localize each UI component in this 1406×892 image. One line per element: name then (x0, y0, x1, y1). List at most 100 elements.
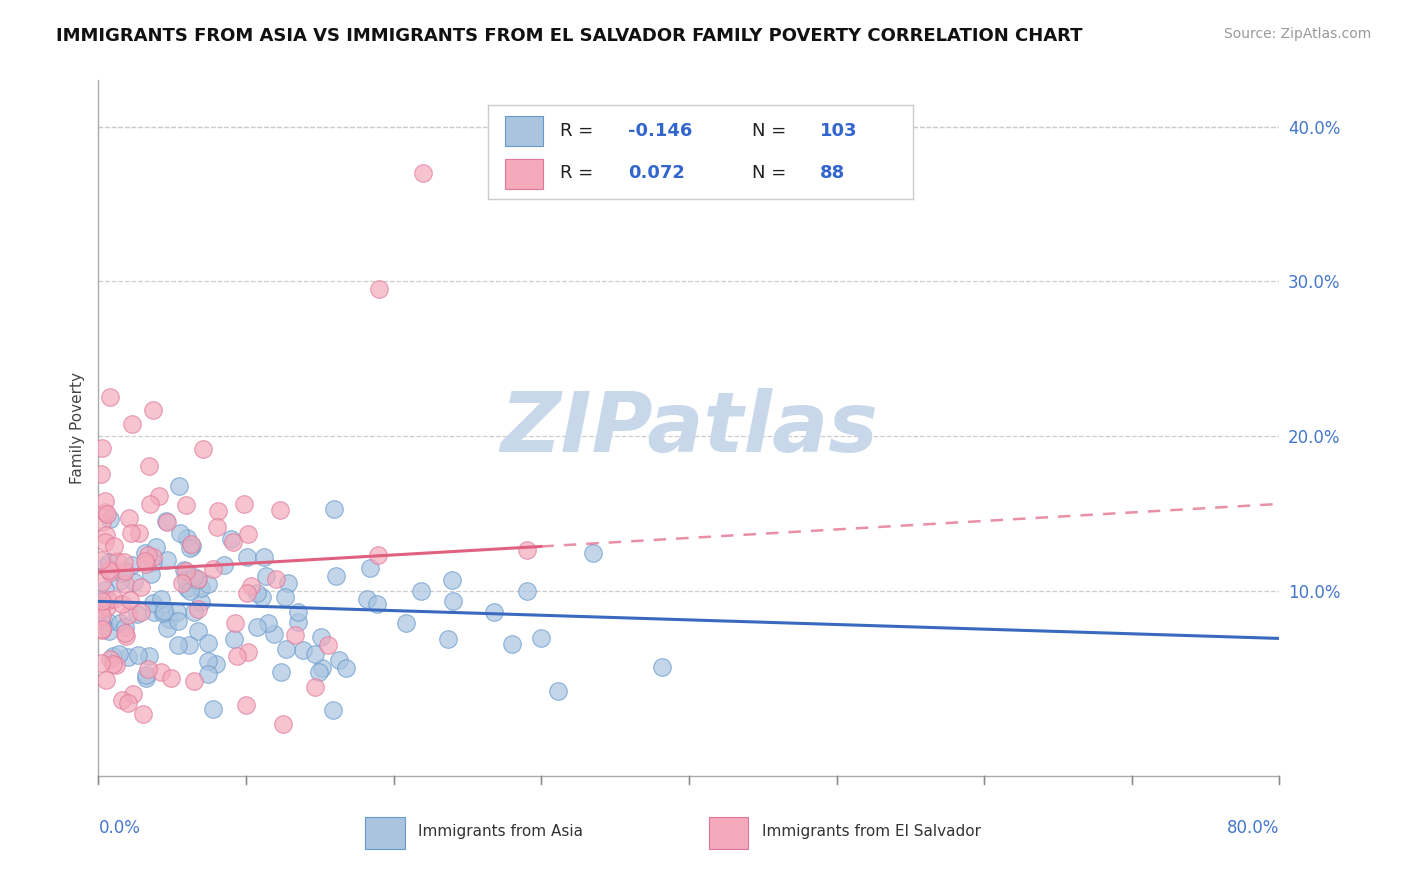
Point (516, 583, 538, 598)
Point (134, 553, 156, 567)
Point (91, 608, 114, 623)
Point (108, 647, 131, 661)
Point (114, 629, 136, 643)
Point (180, 539, 202, 553)
Point (129, 580, 152, 594)
Point (136, 662, 159, 676)
Point (204, 657, 226, 672)
Point (166, 638, 188, 652)
Point (135, 557, 157, 571)
Point (156, 553, 179, 567)
Text: IMMIGRANTS FROM ASIA VS IMMIGRANTS FROM EL SALVADOR FAMILY POVERTY CORRELATION C: IMMIGRANTS FROM ASIA VS IMMIGRANTS FROM … (56, 27, 1083, 45)
Point (157, 612, 180, 626)
Point (90, 553, 112, 567)
Point (142, 403, 165, 417)
Point (201, 701, 224, 715)
Point (222, 535, 245, 549)
Point (97, 593, 120, 607)
Point (169, 479, 191, 493)
Point (409, 584, 432, 599)
Point (114, 577, 136, 591)
Point (172, 576, 194, 591)
Point (181, 572, 204, 586)
Point (224, 615, 246, 630)
Point (100, 565, 122, 579)
Point (160, 671, 183, 685)
Point (94, 527, 117, 541)
Point (263, 627, 285, 641)
Point (98, 651, 121, 665)
Text: Source: ZipAtlas.com: Source: ZipAtlas.com (1223, 27, 1371, 41)
Point (174, 498, 197, 512)
Text: ZIPatlas: ZIPatlas (501, 388, 877, 468)
Point (142, 596, 165, 610)
Point (114, 564, 136, 578)
Point (98, 512, 121, 526)
Point (118, 593, 141, 607)
Point (269, 503, 291, 517)
Point (236, 549, 259, 564)
Point (128, 526, 150, 541)
Point (134, 546, 156, 560)
Point (90, 602, 112, 616)
Point (105, 554, 128, 568)
Point (121, 417, 143, 431)
Point (501, 637, 523, 651)
Point (96, 559, 118, 574)
Point (271, 716, 294, 731)
Point (441, 593, 464, 607)
Point (138, 458, 160, 473)
Point (122, 688, 145, 702)
Point (277, 575, 299, 590)
Point (139, 497, 162, 511)
Point (117, 696, 139, 710)
Point (270, 665, 292, 680)
Point (367, 548, 389, 562)
Point (547, 683, 569, 698)
Point (173, 563, 195, 577)
Point (356, 592, 378, 607)
Point (197, 667, 219, 681)
Point (143, 605, 166, 619)
Point (202, 562, 225, 576)
Point (155, 514, 177, 528)
Point (233, 497, 256, 511)
Point (127, 648, 149, 662)
Point (235, 698, 257, 712)
Point (437, 632, 460, 646)
Point (176, 531, 198, 545)
Point (274, 590, 297, 604)
Point (94, 673, 117, 688)
Point (114, 620, 136, 634)
Point (135, 668, 157, 682)
Point (166, 606, 188, 620)
Point (257, 615, 280, 630)
Point (219, 532, 242, 546)
Point (254, 569, 277, 583)
Point (651, 660, 673, 674)
Point (325, 569, 347, 583)
Point (118, 511, 141, 525)
Point (250, 590, 273, 604)
Point (236, 586, 259, 600)
Point (111, 566, 134, 580)
Point (441, 573, 464, 587)
Point (311, 661, 333, 675)
Point (96, 600, 118, 615)
Point (287, 615, 309, 629)
Point (174, 573, 197, 587)
Point (187, 624, 209, 638)
Point (359, 560, 381, 574)
Point (149, 591, 172, 606)
Point (103, 539, 125, 553)
Point (117, 607, 139, 622)
Point (197, 654, 219, 668)
Point (179, 541, 201, 556)
Point (482, 605, 505, 619)
Point (236, 645, 259, 659)
Point (253, 550, 276, 565)
Point (131, 706, 153, 721)
Point (97, 615, 120, 629)
Point (179, 638, 201, 652)
Point (309, 630, 332, 644)
